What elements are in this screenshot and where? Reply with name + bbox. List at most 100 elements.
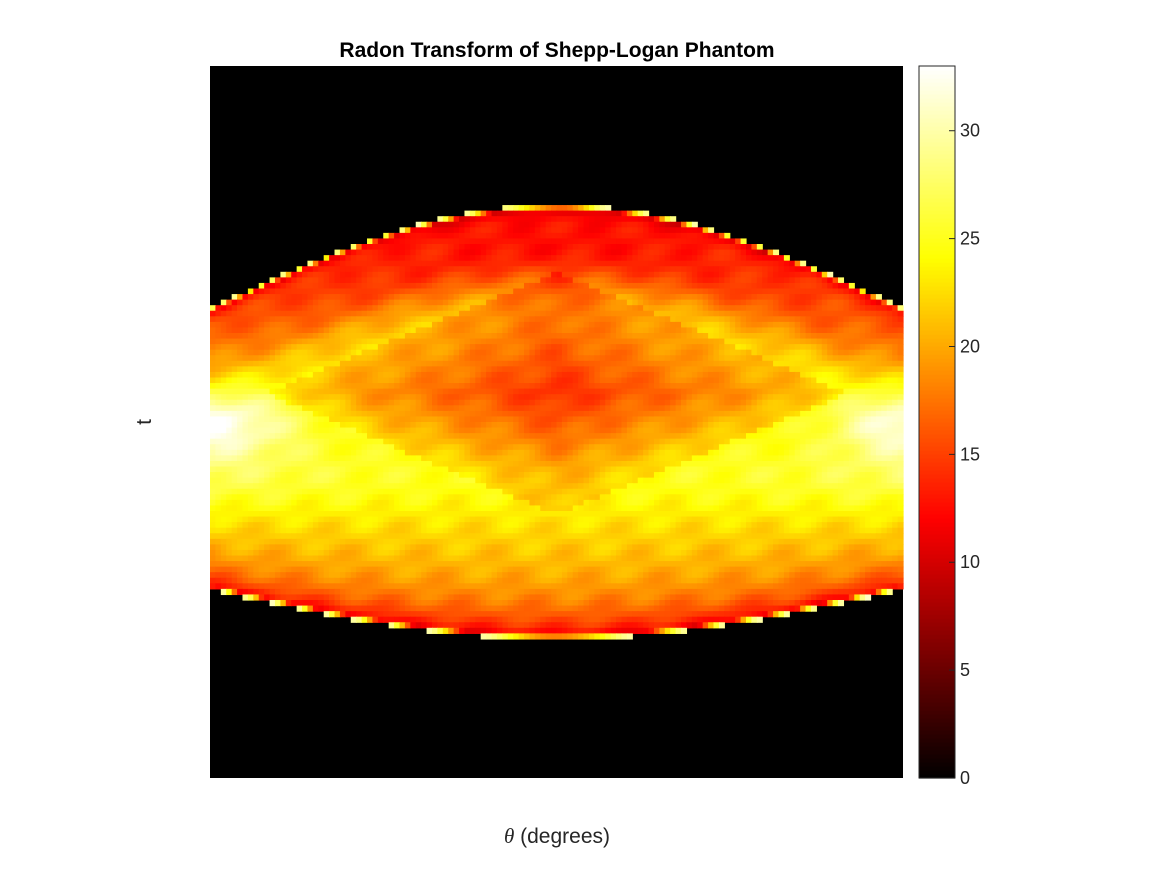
heatmap-cell xyxy=(274,355,281,362)
heatmap-cell xyxy=(735,371,742,379)
heatmap-cell xyxy=(670,227,677,234)
heatmap-cell xyxy=(675,360,682,367)
heatmap-cell xyxy=(729,249,736,256)
heatmap-cell xyxy=(865,344,872,351)
heatmap-cell xyxy=(843,405,850,412)
heatmap-cell xyxy=(605,288,612,295)
heatmap-cell xyxy=(307,399,314,406)
heatmap-cell xyxy=(356,249,363,256)
heatmap-cell xyxy=(670,410,677,418)
heatmap-cell xyxy=(253,433,260,440)
heatmap-cell xyxy=(372,310,379,317)
heatmap-cell xyxy=(350,433,357,440)
heatmap-cell xyxy=(524,438,531,445)
heatmap-cell xyxy=(740,260,747,267)
heatmap-cell xyxy=(762,282,769,290)
heatmap-cell xyxy=(567,355,574,362)
heatmap-cell xyxy=(437,288,444,295)
heatmap-cell xyxy=(686,405,693,412)
heatmap-cell xyxy=(675,249,682,256)
heatmap-cell xyxy=(886,422,893,429)
heatmap-cell xyxy=(453,444,460,451)
heatmap-cell xyxy=(848,355,855,362)
heatmap-cell xyxy=(486,249,493,256)
heatmap-cell xyxy=(567,266,574,273)
heatmap-cell xyxy=(383,349,390,356)
heatmap-cell xyxy=(626,433,633,440)
heatmap-cell xyxy=(588,388,595,395)
heatmap-cell xyxy=(616,338,623,345)
heatmap-cell xyxy=(329,455,336,462)
heatmap-cell xyxy=(464,294,471,301)
heatmap-cell xyxy=(567,383,574,390)
heatmap-cell xyxy=(653,333,660,340)
heatmap-cell xyxy=(556,349,563,356)
heatmap-cell xyxy=(578,455,585,462)
heatmap-cell xyxy=(810,282,817,290)
heatmap-cell xyxy=(496,360,503,367)
heatmap-cell xyxy=(334,321,341,329)
heatmap-cell xyxy=(361,266,368,273)
heatmap-cell xyxy=(426,344,433,351)
heatmap-cell xyxy=(783,422,790,429)
heatmap-cell xyxy=(334,310,341,317)
heatmap-cell xyxy=(670,316,677,323)
heatmap-cell xyxy=(718,266,725,273)
heatmap-cell xyxy=(291,455,298,462)
heatmap-cell xyxy=(675,227,682,234)
heatmap-cell xyxy=(383,321,390,329)
heatmap-cell xyxy=(210,388,217,395)
heatmap-cell xyxy=(339,449,346,456)
heatmap-cell xyxy=(431,449,438,456)
heatmap-cell xyxy=(280,310,287,317)
heatmap-cell xyxy=(588,427,595,434)
heatmap-cell xyxy=(605,366,612,373)
heatmap-cell xyxy=(350,321,357,329)
heatmap-cell xyxy=(718,338,725,345)
heatmap-cell xyxy=(431,305,438,312)
heatmap-cell xyxy=(659,444,666,451)
heatmap-cell xyxy=(377,394,384,401)
heatmap-cell xyxy=(237,371,244,379)
heatmap-cell xyxy=(442,366,449,373)
heatmap-cell xyxy=(318,416,325,423)
heatmap-cell xyxy=(280,394,287,401)
heatmap-cell xyxy=(372,433,379,440)
heatmap-cell xyxy=(632,321,639,329)
heatmap-cell xyxy=(475,433,482,440)
heatmap-cell xyxy=(491,321,498,329)
heatmap-cell xyxy=(399,249,406,256)
heatmap-cell xyxy=(691,427,698,434)
heatmap-cell xyxy=(653,349,660,356)
heatmap-cell xyxy=(702,399,709,406)
heatmap-cell xyxy=(605,210,612,217)
heatmap-cell xyxy=(269,399,276,406)
heatmap-cell xyxy=(626,388,633,395)
heatmap-cell xyxy=(610,444,617,451)
heatmap-cell xyxy=(323,282,330,290)
heatmap-cell xyxy=(285,288,292,295)
heatmap-cell xyxy=(810,377,817,384)
heatmap-cell xyxy=(437,399,444,406)
heatmap-cell xyxy=(599,238,606,245)
heatmap-cell xyxy=(643,238,650,245)
heatmap-cell xyxy=(616,316,623,323)
heatmap-cell xyxy=(469,316,476,323)
heatmap-cell xyxy=(865,299,872,306)
heatmap-cell xyxy=(767,377,774,384)
heatmap-cell xyxy=(648,405,655,412)
heatmap-cell xyxy=(464,355,471,362)
heatmap-cell xyxy=(664,282,671,290)
heatmap-cell xyxy=(794,271,801,278)
heatmap-cell xyxy=(377,277,384,284)
heatmap-cell xyxy=(881,366,888,373)
heatmap-cell xyxy=(886,399,893,406)
heatmap-cell xyxy=(469,238,476,245)
heatmap-cell xyxy=(632,444,639,451)
heatmap-cell xyxy=(875,349,882,356)
heatmap-cell xyxy=(345,255,352,262)
heatmap-cell xyxy=(567,305,574,312)
heatmap-cell xyxy=(496,427,503,434)
heatmap-cell xyxy=(551,449,558,456)
heatmap-cell xyxy=(578,210,585,217)
